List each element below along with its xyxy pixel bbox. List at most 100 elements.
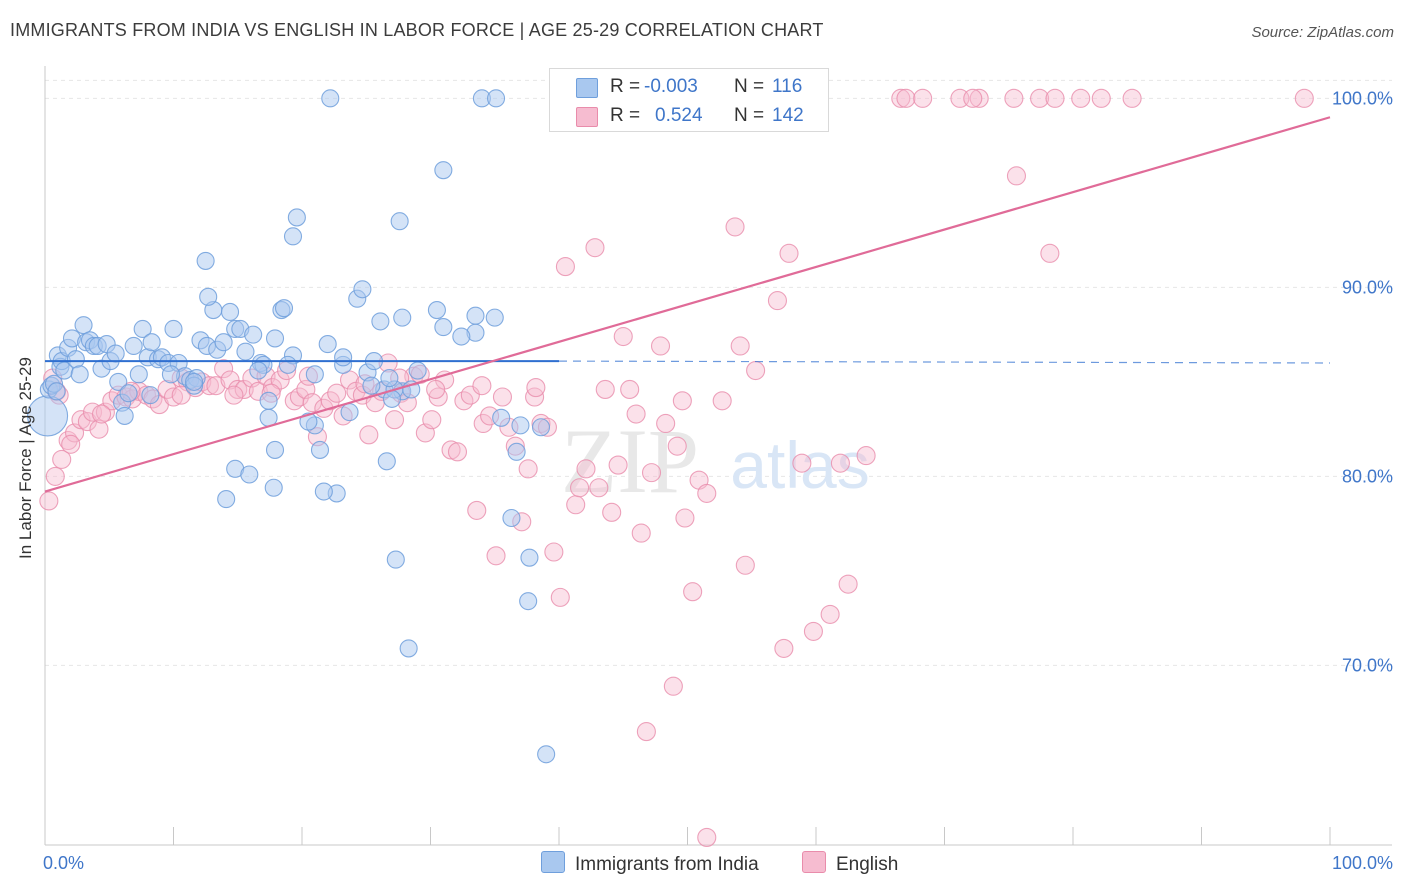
- india-point: [129, 365, 148, 384]
- india-point: [486, 89, 506, 108]
- india-point: [47, 382, 66, 401]
- english-point: [171, 385, 191, 405]
- y-axis-title: In Labor Force | Age 25-29: [16, 357, 35, 559]
- english-point: [820, 604, 840, 624]
- legend-row-india: R = -0.003 N = 116: [550, 71, 828, 101]
- english-legend-icon: [802, 851, 826, 873]
- india-point: [133, 319, 152, 339]
- india-point: [185, 372, 204, 391]
- x-tick-label-min: 0.0%: [43, 853, 85, 873]
- english-point: [1030, 88, 1050, 108]
- india-point: [142, 333, 161, 352]
- english-swatch-icon: [576, 107, 598, 127]
- india-point: [106, 344, 125, 363]
- english-point: [672, 391, 692, 411]
- english-point: [289, 387, 309, 407]
- english-point: [550, 587, 570, 607]
- english-point: [1091, 88, 1111, 108]
- english-point: [735, 555, 755, 575]
- english-point: [39, 491, 59, 511]
- english-point: [641, 463, 662, 483]
- english-point: [792, 453, 812, 473]
- watermark-atlas: atlas: [730, 428, 869, 502]
- english-point: [774, 638, 794, 658]
- legend-r-value: -0.003: [644, 76, 698, 97]
- india-point: [74, 316, 93, 335]
- india-point: [408, 361, 427, 380]
- english-point: [89, 419, 109, 439]
- india-point: [305, 365, 324, 384]
- india-point: [124, 336, 143, 356]
- english-point: [163, 387, 184, 407]
- english-point: [963, 88, 983, 108]
- english-point: [602, 502, 622, 522]
- correlation-legend: R = -0.003 N = 116 R = 0.524 N = 142: [549, 68, 829, 132]
- india-point: [362, 376, 381, 395]
- india-point: [340, 403, 359, 422]
- chart-source: Source: ZipAtlas.com: [1251, 24, 1394, 41]
- english-point: [1122, 88, 1142, 108]
- legend-item-english[interactable]: English: [802, 851, 898, 876]
- india-point: [466, 306, 485, 325]
- india-point: [287, 208, 306, 227]
- india-point: [196, 251, 215, 270]
- english-point: [492, 387, 513, 407]
- india-point: [520, 548, 539, 567]
- legend-n-value: 116: [772, 76, 803, 97]
- y-tick-label: 90.0%: [1342, 277, 1393, 297]
- english-point: [45, 466, 65, 486]
- english-point: [779, 243, 799, 263]
- english-point: [441, 440, 461, 460]
- india-point: [240, 465, 259, 484]
- y-tick-label: 100.0%: [1332, 88, 1393, 108]
- legend-n-value: 142: [772, 105, 804, 126]
- english-point: [206, 376, 226, 396]
- english-point: [359, 425, 379, 445]
- english-point: [891, 88, 911, 108]
- english-point: [384, 410, 405, 430]
- english-point: [767, 291, 788, 311]
- india-point: [161, 365, 180, 384]
- india-point: [519, 592, 538, 611]
- india-point: [531, 418, 551, 437]
- legend-r-label: R =: [610, 76, 641, 97]
- english-point: [52, 449, 72, 469]
- english-point: [426, 379, 446, 400]
- english-point: [697, 827, 717, 847]
- india-point: [199, 287, 218, 306]
- english-point: [214, 359, 234, 379]
- legend-label-india: Immigrants from India: [575, 854, 759, 875]
- india-point: [502, 508, 521, 528]
- india-point: [109, 372, 128, 391]
- india-point: [310, 440, 330, 459]
- legend-item-india[interactable]: Immigrants from India: [541, 851, 759, 876]
- india-point: [492, 408, 511, 427]
- india-point: [485, 308, 504, 327]
- english-point: [570, 478, 590, 498]
- india-points: [27, 89, 575, 764]
- english-point: [270, 370, 290, 390]
- english-point: [467, 500, 487, 520]
- india-point: [390, 212, 409, 231]
- english-point: [422, 410, 442, 430]
- india-swatch-icon: [576, 78, 598, 98]
- english-trend-line: [44, 116, 1331, 493]
- english-point: [1040, 243, 1060, 263]
- english-point: [667, 436, 687, 456]
- legend-r-value: 0.524: [655, 105, 703, 126]
- english-point: [526, 378, 546, 398]
- english-point: [320, 391, 340, 411]
- y-tick-label: 70.0%: [1342, 655, 1393, 675]
- english-point: [576, 459, 596, 479]
- legend-n-label: N =: [734, 76, 765, 97]
- english-point: [1045, 88, 1065, 108]
- english-point: [1006, 166, 1027, 186]
- india-point: [283, 227, 303, 246]
- english-point: [566, 495, 586, 515]
- axes: [44, 66, 1392, 846]
- india-point: [274, 299, 294, 318]
- india-point: [318, 335, 337, 354]
- india-point: [371, 312, 390, 331]
- legend-r-label: R =: [610, 105, 641, 126]
- english-point: [656, 413, 676, 434]
